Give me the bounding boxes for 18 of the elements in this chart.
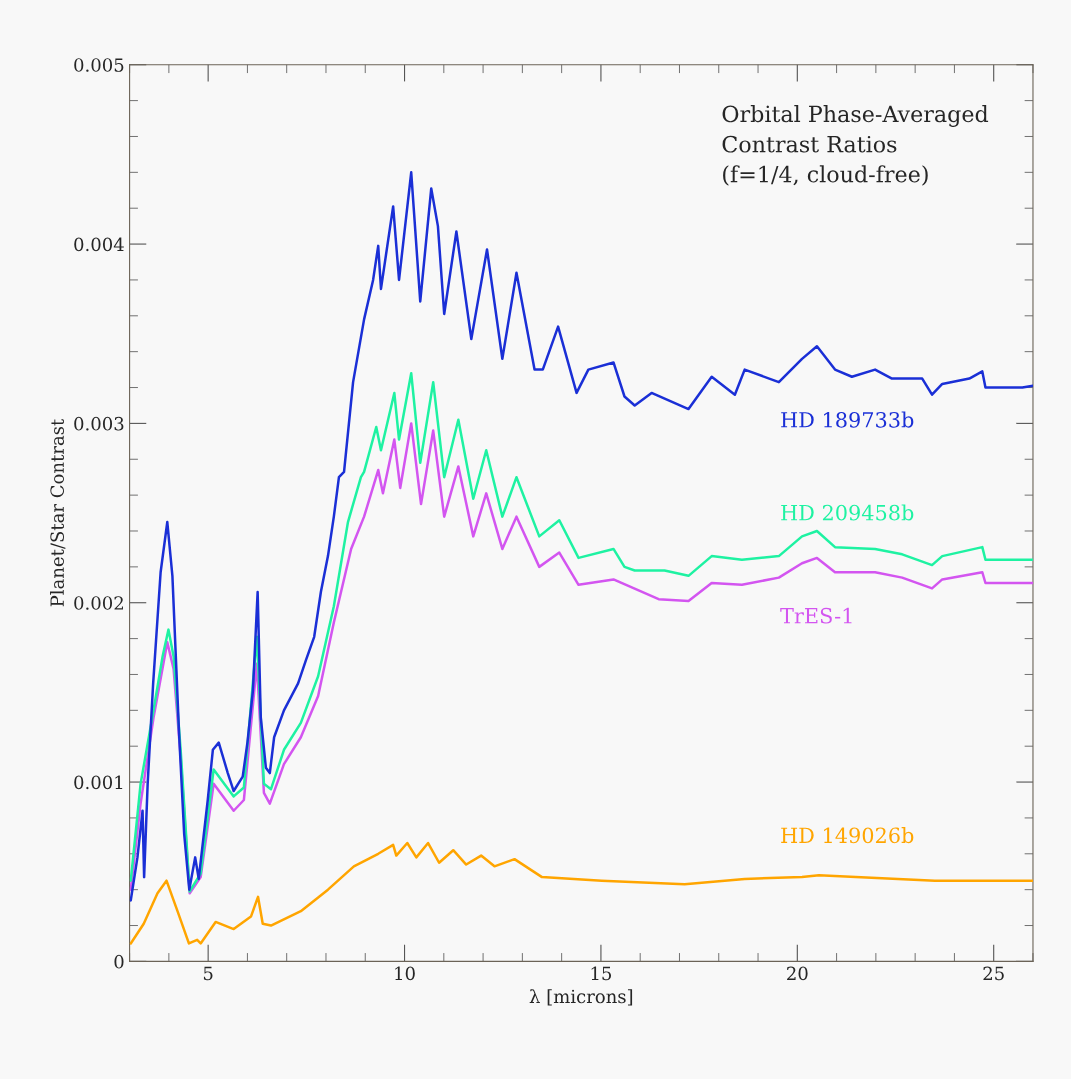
series-label: TrES-1 bbox=[780, 607, 852, 624]
y-axis-title: Planet/Star Contrast bbox=[50, 418, 66, 607]
y-tick-label: 0 bbox=[114, 954, 124, 969]
series-label: HD 149026b bbox=[781, 827, 914, 844]
x-tick-label: 10 bbox=[395, 966, 415, 981]
series-label: HD 189733b bbox=[781, 411, 914, 428]
x-tick-label: 25 bbox=[983, 966, 1004, 981]
x-axis-title: λ [microns] bbox=[529, 989, 633, 1006]
text: Orbital Phase-Averaged Contrast Ratios (f=1/4, cloud-free) bbox=[722, 105, 989, 186]
x-tick-label: 5 bbox=[203, 966, 213, 981]
x-tick-label: 20 bbox=[787, 966, 808, 981]
y-tick-label: 0.005 bbox=[74, 58, 124, 72]
y-tick-label: 0.001 bbox=[74, 775, 123, 790]
y-tick-label: 0.003 bbox=[74, 416, 124, 431]
y-tick-label: 0.004 bbox=[74, 237, 124, 252]
x-tick-label: 15 bbox=[591, 966, 612, 981]
y-tick-label: 0.002 bbox=[74, 596, 123, 610]
series-label: HD 209458b bbox=[781, 504, 914, 521]
